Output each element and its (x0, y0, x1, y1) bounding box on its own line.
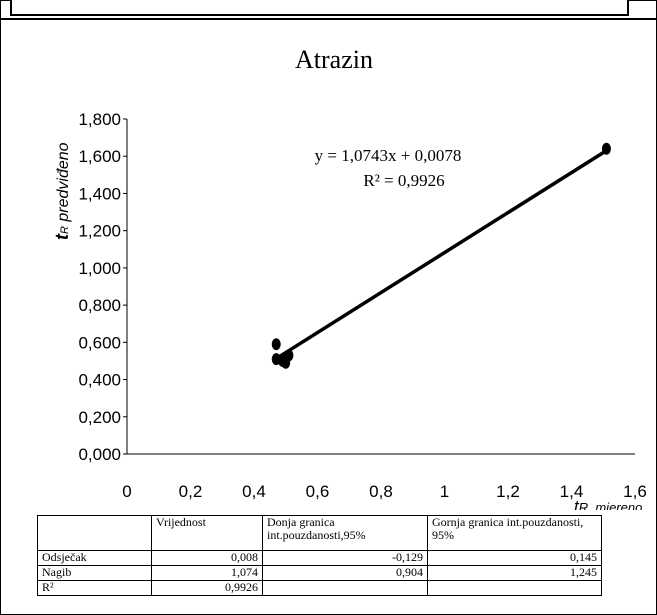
table-cell: 0,904 (262, 565, 428, 581)
x-tick-label: 0 (122, 482, 131, 501)
tick-labels: 0,0000,2000,4000,6000,8001,0001,2001,400… (78, 110, 646, 501)
y-tick-label: 0,400 (78, 371, 121, 390)
y-tick-label: 1,600 (78, 147, 121, 166)
table-header-row: Vrijednost Donja granica int.pouzdanosti… (37, 515, 602, 551)
x-tick-label: 1,6 (623, 482, 647, 501)
r-squared-label: R² = 0,9926 (363, 171, 444, 190)
x-tick-label: 0,6 (306, 482, 330, 501)
table-row: Odsječak 0,008 -0,129 0,145 (37, 550, 602, 566)
x-tick-label: 0,4 (242, 482, 266, 501)
y-tick-label: 1,000 (78, 259, 121, 278)
data-points (271, 142, 611, 369)
table-header-cell (37, 515, 152, 551)
table-cell: Odsječak (37, 550, 152, 566)
y-tick-label: 0,600 (78, 333, 121, 352)
table-cell: 0,145 (427, 550, 602, 566)
y-tick-label: 1,200 (78, 222, 121, 241)
table-header-cell: Vrijednost (151, 515, 263, 551)
table-cell: 0,008 (151, 550, 263, 566)
data-point (601, 142, 611, 155)
table-cell: 0,9926 (151, 580, 263, 596)
axes (123, 118, 635, 455)
table-cell: 1,074 (151, 565, 263, 581)
top-rule (0, 18, 657, 20)
trendline-equation: y = 1,0743x + 0,0078 (315, 146, 462, 165)
y-tick-label: 0,000 (78, 445, 121, 464)
y-tick-label: 0,800 (78, 296, 121, 315)
table-cell: R² (37, 580, 152, 596)
y-tick-label: 1,400 (78, 184, 121, 203)
x-tick-label: 0,2 (179, 482, 203, 501)
table-cell: Nagib (37, 565, 152, 581)
data-point (271, 338, 281, 351)
x-tick-label: 1,4 (560, 482, 584, 501)
table-cell (427, 580, 602, 596)
y-axis-label: tR predviđeno (52, 142, 72, 240)
scatter-chart: Atrazin 0,000 0,200 0,400 0,600 0,800 1,000 1,… (52, 45, 647, 510)
table-cell: 1,245 (427, 565, 602, 581)
table-row: Nagib 1,074 0,904 1,245 (37, 565, 602, 581)
x-tick-label: 1,2 (496, 482, 520, 501)
table-cell: -0,129 (262, 550, 428, 566)
y-tick-label: 0,200 (78, 408, 121, 427)
trendline-group (274, 148, 609, 361)
trendline (274, 148, 609, 361)
table-row: R² 0,9926 (37, 580, 602, 596)
x-tick-label: 0,8 (369, 482, 393, 501)
data-point (284, 349, 294, 362)
table-cell (262, 580, 428, 596)
x-tick-label: 1 (440, 482, 449, 501)
x-axis-label: tR, mjereno (574, 497, 642, 510)
chart-title: Atrazin (295, 45, 373, 74)
top-border-band (0, 0, 657, 20)
y-tick-label: 1,800 (78, 110, 121, 129)
table-header-cell: Gornja granica int.pouzdanosti, 95% (427, 515, 602, 551)
table-header-cell: Donja granica int.pouzdanosti,95% (262, 515, 428, 551)
top-caption-box (10, 0, 629, 16)
regression-stats-table: Vrijednost Donja granica int.pouzdanosti… (37, 515, 602, 596)
